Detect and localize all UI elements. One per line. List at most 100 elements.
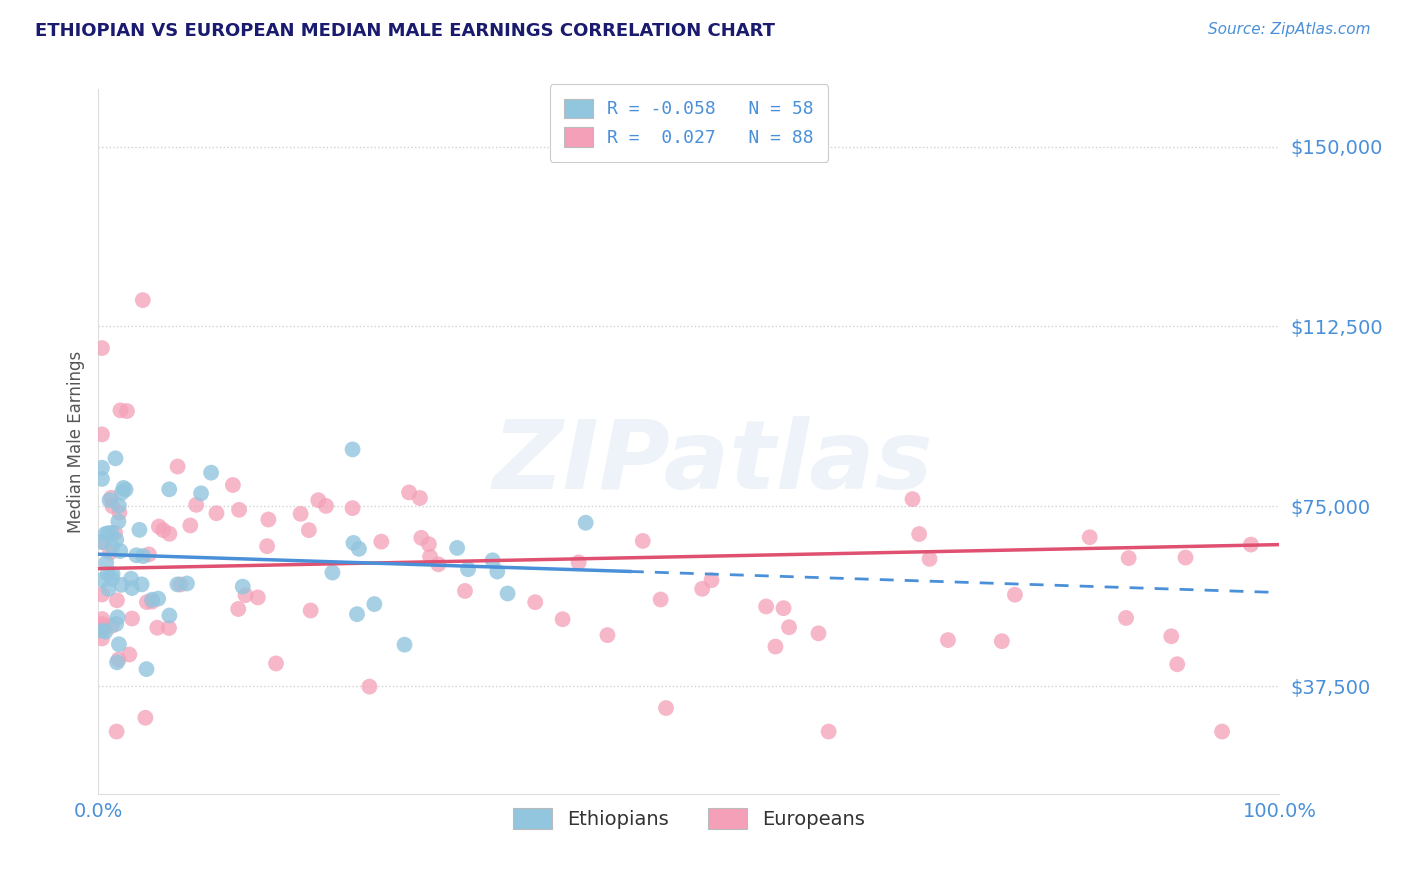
Point <box>772 601 794 615</box>
Point <box>299 603 322 617</box>
Point <box>110 544 132 558</box>
Point <box>307 493 329 508</box>
Point <box>394 638 416 652</box>
Point <box>134 711 156 725</box>
Point <box>114 483 136 497</box>
Point <box>131 577 153 591</box>
Point <box>1078 530 1101 544</box>
Point <box>454 584 477 599</box>
Point <box>94 624 117 639</box>
Point <box>159 526 181 541</box>
Point <box>176 576 198 591</box>
Point <box>105 724 128 739</box>
Point <box>115 404 138 418</box>
Point <box>98 546 121 560</box>
Point <box>568 555 591 569</box>
Point <box>105 593 128 607</box>
Point <box>264 657 287 671</box>
Point <box>1211 724 1233 739</box>
Point <box>936 633 959 648</box>
Point <box>141 594 163 608</box>
Point <box>190 486 212 500</box>
Point <box>107 652 129 666</box>
Point <box>101 540 124 554</box>
Point <box>347 541 370 556</box>
Point <box>157 608 180 623</box>
Point <box>1118 551 1140 566</box>
Point <box>186 498 208 512</box>
Point <box>222 478 245 492</box>
Point <box>91 573 114 587</box>
Point <box>908 527 931 541</box>
Point <box>778 620 800 634</box>
Point <box>228 503 250 517</box>
Point <box>101 566 124 581</box>
Point <box>918 552 941 566</box>
Point <box>342 442 364 457</box>
Point <box>148 519 170 533</box>
Point <box>91 427 114 442</box>
Point <box>108 637 131 651</box>
Point <box>257 512 280 526</box>
Text: ETHIOPIAN VS EUROPEAN MEDIAN MALE EARNINGS CORRELATION CHART: ETHIOPIAN VS EUROPEAN MEDIAN MALE EARNIN… <box>35 22 775 40</box>
Point <box>108 506 131 520</box>
Point <box>700 573 723 587</box>
Point <box>446 541 468 555</box>
Point <box>205 506 228 520</box>
Point <box>110 578 132 592</box>
Text: ZIPatlas: ZIPatlas <box>492 417 932 509</box>
Point <box>169 577 191 591</box>
Point <box>138 548 160 562</box>
Point <box>370 534 392 549</box>
Point <box>901 492 924 507</box>
Point <box>1174 550 1197 565</box>
Point <box>91 460 114 475</box>
Point <box>342 536 364 550</box>
Point <box>411 531 433 545</box>
Point <box>97 582 120 596</box>
Point <box>135 595 157 609</box>
Point <box>132 293 155 307</box>
Point <box>363 597 385 611</box>
Point <box>232 580 254 594</box>
Text: Source: ZipAtlas.com: Source: ZipAtlas.com <box>1208 22 1371 37</box>
Point <box>1115 611 1137 625</box>
Point <box>101 499 124 513</box>
Point <box>101 619 124 633</box>
Point <box>120 572 142 586</box>
Point <box>179 518 201 533</box>
Point <box>256 539 278 553</box>
Point <box>132 549 155 563</box>
Point <box>97 526 120 541</box>
Point <box>91 588 114 602</box>
Point <box>112 481 135 495</box>
Point <box>409 491 432 505</box>
Point <box>807 626 830 640</box>
Point <box>419 549 441 564</box>
Point <box>166 577 188 591</box>
Point <box>690 582 713 596</box>
Point <box>157 621 180 635</box>
Point <box>486 565 509 579</box>
Point <box>290 507 312 521</box>
Point <box>457 562 479 576</box>
Point <box>125 548 148 562</box>
Point <box>755 599 778 614</box>
Point <box>765 640 787 654</box>
Point <box>817 724 839 739</box>
Point <box>321 566 343 580</box>
Point <box>105 656 128 670</box>
Point <box>157 483 180 497</box>
Point <box>298 523 321 537</box>
Point <box>91 612 114 626</box>
Point <box>991 634 1014 648</box>
Point <box>398 485 420 500</box>
Point <box>551 612 574 626</box>
Point <box>111 485 134 500</box>
Point <box>146 591 169 606</box>
Point <box>1004 588 1026 602</box>
Point <box>98 493 121 508</box>
Point <box>101 572 124 586</box>
Point <box>135 662 157 676</box>
Legend: Ethiopians, Europeans: Ethiopians, Europeans <box>505 800 873 837</box>
